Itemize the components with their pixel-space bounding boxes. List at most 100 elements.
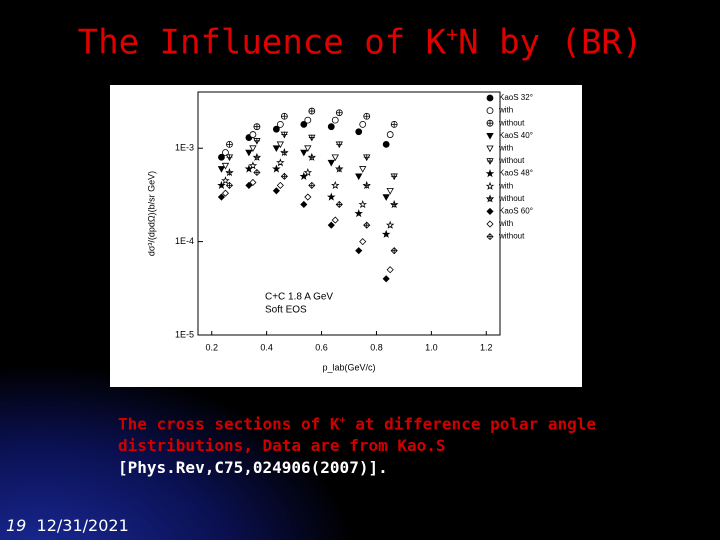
legend-marker xyxy=(486,158,494,165)
legend-marker xyxy=(486,220,494,228)
data-point xyxy=(300,121,308,128)
data-point xyxy=(331,216,339,224)
data-point xyxy=(385,220,395,229)
data-point xyxy=(222,149,229,156)
caption-text: at difference polar angle xyxy=(345,414,597,434)
legend-label: KaoS 48° xyxy=(499,169,533,178)
data-point xyxy=(327,192,336,201)
data-point xyxy=(272,125,280,133)
data-point xyxy=(355,247,363,255)
data-point xyxy=(280,112,288,120)
legend-label: with xyxy=(498,106,513,115)
legend-label: without xyxy=(498,194,525,203)
data-point xyxy=(327,159,335,167)
legend-marker xyxy=(486,133,494,140)
data-point xyxy=(217,180,226,190)
data-point xyxy=(359,121,367,128)
legend-marker xyxy=(486,207,494,215)
data-point xyxy=(327,123,335,131)
data-point xyxy=(280,172,288,180)
legend-label: without xyxy=(498,232,525,241)
data-point xyxy=(355,173,363,181)
x-tick-label: 0.8 xyxy=(370,342,383,352)
data-point xyxy=(276,181,284,189)
legend-label: KaoS 60° xyxy=(499,207,533,216)
data-point xyxy=(226,141,233,148)
data-point xyxy=(245,181,253,189)
data-point xyxy=(300,149,308,157)
data-point xyxy=(272,187,280,195)
data-point xyxy=(381,229,391,238)
x-axis-label: p_lab(GeV/c) xyxy=(322,362,375,372)
data-point xyxy=(280,131,289,139)
data-point xyxy=(225,181,234,189)
data-point xyxy=(354,209,363,218)
data-point xyxy=(386,188,394,195)
data-point xyxy=(335,109,343,117)
data-point xyxy=(249,178,257,187)
annotation: C+C 1.8 A GeV xyxy=(265,292,333,303)
legend-label: KaoS 40° xyxy=(499,131,533,140)
legend-marker xyxy=(486,94,494,102)
data-point xyxy=(253,168,261,177)
caption-text: The cross sections of K xyxy=(118,414,340,434)
data-point xyxy=(225,167,234,177)
data-point xyxy=(335,164,344,173)
data-point xyxy=(221,176,230,185)
title-text: N by (BR) xyxy=(458,22,643,63)
data-point xyxy=(331,180,340,190)
data-point xyxy=(280,148,289,157)
y-tick-label: 1E-5 xyxy=(175,329,194,339)
data-point xyxy=(303,167,313,177)
data-point xyxy=(221,189,230,197)
data-point xyxy=(389,199,399,209)
legend-marker xyxy=(485,194,495,203)
x-tick-label: 0.6 xyxy=(315,342,328,352)
data-point xyxy=(225,154,234,162)
data-point xyxy=(304,145,312,153)
data-point xyxy=(304,116,312,124)
data-point xyxy=(382,194,390,201)
data-point xyxy=(217,193,226,201)
data-point xyxy=(221,162,230,170)
data-point xyxy=(276,121,284,128)
legend-label: without xyxy=(498,118,525,127)
data-point xyxy=(390,121,398,128)
legend-marker xyxy=(486,233,494,241)
data-point xyxy=(248,161,258,170)
data-point xyxy=(272,164,281,173)
data-point xyxy=(308,181,316,189)
data-point xyxy=(304,193,312,201)
data-point xyxy=(363,221,371,229)
legend-label: with xyxy=(498,219,513,228)
data-point xyxy=(331,116,339,124)
data-point xyxy=(272,145,281,153)
data-point xyxy=(308,134,316,142)
legend-marker xyxy=(485,181,495,190)
data-point xyxy=(276,158,285,167)
legend-label: without xyxy=(498,156,525,165)
chart-background xyxy=(110,85,582,387)
data-point xyxy=(252,152,262,161)
caption-text: distributions, Data are from Kao.S xyxy=(118,436,446,456)
y-tick-label: 1E-3 xyxy=(175,143,194,153)
data-point xyxy=(382,141,390,148)
data-point xyxy=(300,200,308,209)
x-tick-label: 0.2 xyxy=(205,342,218,352)
caption-sup: + xyxy=(339,415,346,426)
data-point xyxy=(218,153,225,161)
annotation: Soft EOS xyxy=(265,305,307,316)
data-point xyxy=(335,141,343,149)
y-axis-label: dσ³/(dpdΩ)(b/sr GeV) xyxy=(146,171,156,256)
legend-marker xyxy=(486,107,494,114)
data-point xyxy=(253,137,261,145)
legend-marker xyxy=(486,145,494,153)
legend-label: KaoS 32° xyxy=(499,93,533,102)
data-point xyxy=(382,275,390,283)
data-point xyxy=(276,141,285,149)
data-point xyxy=(331,154,339,162)
data-point xyxy=(355,128,363,136)
data-point xyxy=(327,221,335,229)
